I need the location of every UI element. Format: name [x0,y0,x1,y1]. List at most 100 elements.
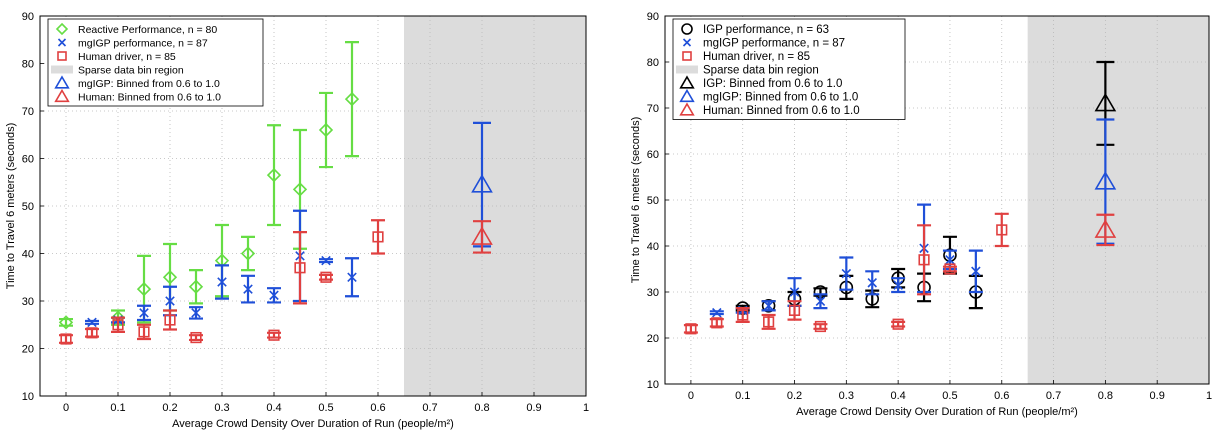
series-4 [471,220,493,254]
x-tick-label: 0.3 [839,390,854,402]
y-tick-label: 70 [22,106,34,118]
data-point [1094,92,1117,112]
data-point [318,122,334,138]
error-bar [787,300,802,321]
legend-label: Human driver, n = 85 [703,51,810,63]
x-tick-label: 0.3 [214,402,229,414]
data-point [841,268,852,279]
data-point [292,182,308,197]
legend-label: Reactive Performance, n = 80 [78,24,217,36]
data-point [944,263,956,275]
y-tick-label: 20 [22,344,34,356]
legend-label: Sparse data bin region [703,65,819,77]
x-tick-label: 0.1 [110,402,125,414]
legend-box [672,18,906,120]
data-point [763,316,775,328]
x-tick-label: 0.8 [474,402,489,414]
error-bar [163,309,177,331]
error-bar [371,219,385,255]
data-point [815,296,826,306]
axes-frame [39,15,587,397]
data-point [971,266,981,277]
chart-left: 0 0.1 0.2 0.3 0.4 0.5 0.6 0.7 0.8 0.9 1 10 20 30 40 50 6… [5,11,589,430]
error-bar [345,41,359,158]
legend-marker [679,102,695,116]
y-tick-label: 70 [647,103,659,115]
y-tick-label: 30 [647,287,659,299]
legend-box [47,18,264,107]
legend-marker [55,22,69,36]
data-point [814,320,827,333]
data-point [60,333,72,345]
y-tick-label: 90 [22,11,34,23]
data-point [136,281,152,297]
legend-marker [681,23,693,35]
data-point [471,226,493,245]
x-tick-label: 0 [688,390,694,402]
x-tick-label: 0.5 [942,390,957,402]
series-2 [59,219,385,345]
x-tick-label: 0.4 [890,390,905,402]
y-tick-label: 60 [22,154,34,166]
y-tick-label: 40 [647,241,659,253]
data-point [893,280,903,290]
data-point [685,323,697,335]
y-tick-label: 40 [22,249,34,261]
data-point [996,224,1008,236]
x-tick-label: 0.7 [1046,390,1061,402]
legend-label: Human: Binned from 0.6 to 1.0 [78,92,221,104]
y-axis-label: Time to Travel 6 meters (seconds) [5,123,17,289]
x-tick-label: 0 [63,402,69,414]
x-tick-label: 0.1 [735,390,750,402]
legend-marker [679,75,695,89]
y-tick-label: 60 [647,149,659,161]
x-tick-label: 0.2 [162,402,177,414]
y-tick-label: 80 [647,57,659,69]
data-point [269,290,279,301]
legend-label: Human: Binned from 0.6 to 1.0 [703,105,860,117]
axes-frame [664,15,1210,385]
error-bar [59,317,73,327]
data-point [164,314,176,326]
data-point [139,308,149,318]
data-point [867,278,878,288]
data-point [320,271,332,283]
x-axis-label: Average Crowd Density Over Duration of R… [796,406,1078,418]
legend-label: mgIGP performance, n = 87 [703,38,845,50]
y-tick-label: 50 [647,195,659,207]
data-point [112,319,124,331]
data-point [86,327,98,339]
data-point [268,329,280,341]
data-point [918,254,930,266]
data-point [761,298,776,313]
data-point [892,318,904,330]
data-point [217,277,227,287]
data-point [712,307,722,318]
x-tick-label: 0.5 [318,402,333,414]
legend-marker [679,88,695,103]
x-tick-label: 0.8 [1098,390,1113,402]
data-point [788,304,801,317]
y-tick-label: 10 [22,391,34,403]
legend-swatch [51,65,73,74]
data-point [58,315,74,330]
data-point [188,279,204,294]
data-point [711,317,723,329]
data-point [266,167,282,183]
x-tick-label: 1 [1206,390,1212,402]
legend-label: mgIGP performance, n = 87 [78,38,208,50]
data-point [1094,219,1117,238]
x-tick-label: 0.4 [266,402,281,414]
legend-label: Sparse data bin region [78,65,184,77]
data-point [789,287,800,297]
legend-label: IGP performance, n = 63 [703,24,829,36]
data-point [240,246,256,261]
y-tick-label: 20 [647,333,659,345]
error-bar [917,224,932,296]
x-tick-label: 0.6 [370,402,385,414]
data-point [87,317,97,328]
data-point [191,308,201,318]
y-tick-label: 50 [22,201,34,213]
data-point [763,301,774,311]
